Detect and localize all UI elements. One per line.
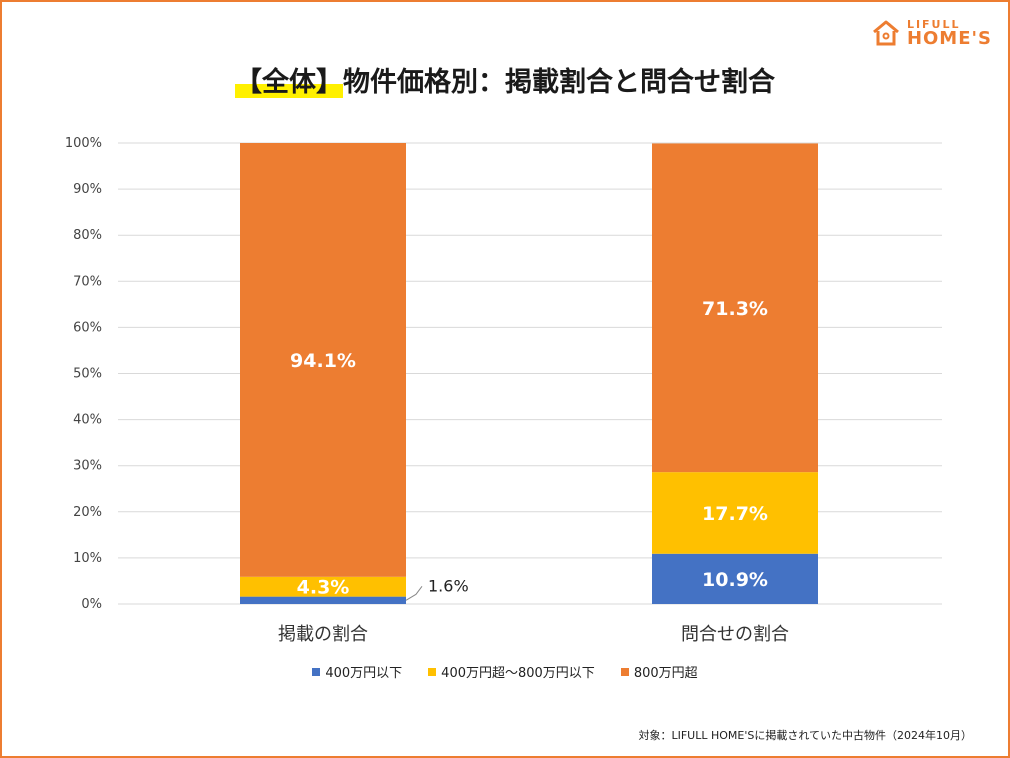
- y-tick-label: 30%: [73, 459, 102, 474]
- legend-swatch: [428, 667, 437, 676]
- logo-text-bottom: HOME'S: [906, 27, 992, 49]
- y-tick-label: 0%: [81, 597, 102, 612]
- title-text: 物件価格別：掲載割合と問合せ割合: [343, 67, 775, 98]
- legend-item: 400万円超～800万円以下: [428, 662, 595, 681]
- data-label-leader: [405, 586, 423, 601]
- y-tick-label: 40%: [73, 413, 102, 428]
- data-label: 94.1%: [290, 350, 356, 372]
- x-category-label: 掲載の割合: [278, 624, 368, 645]
- data-label: 10.9%: [702, 569, 768, 591]
- legend-item: 400万円以下: [312, 662, 402, 681]
- legend-label: 400万円超～800万円以下: [441, 666, 595, 681]
- chart-legend: 400万円以下 400万円超～800万円以下 800万円超: [0, 662, 1010, 681]
- bar-segment: [240, 143, 406, 577]
- house-icon: [872, 20, 899, 46]
- y-tick-label: 70%: [73, 274, 102, 289]
- y-tick-label: 20%: [73, 505, 102, 520]
- data-label: 17.7%: [702, 503, 768, 525]
- data-label: 1.6%: [428, 576, 469, 595]
- y-tick-label: 100%: [65, 136, 102, 151]
- title-highlight: 【全体】: [235, 67, 343, 98]
- y-tick-label: 50%: [73, 367, 102, 382]
- legend-label: 800万円超: [633, 666, 698, 681]
- legend-label: 400万円以下: [325, 666, 403, 681]
- footnote: 対象：LIFULL HOME'Sに掲載されていた中古物件（2024年10月）: [638, 729, 972, 742]
- bar-segment: [652, 472, 818, 554]
- brand-logo: LIFULL HOME'S: [871, 18, 992, 48]
- data-label: 71.3%: [702, 298, 768, 320]
- y-tick-label: 80%: [73, 228, 102, 243]
- y-tick-label: 90%: [73, 182, 102, 197]
- legend-swatch: [312, 667, 321, 676]
- logo-text-top: LIFULL: [906, 17, 961, 31]
- data-label: 4.3%: [297, 577, 350, 599]
- legend-swatch: [620, 667, 629, 676]
- y-tick-label: 60%: [73, 320, 102, 335]
- bar-segment: [240, 576, 406, 597]
- legend-item: 800万円超: [620, 662, 698, 681]
- chart-title: 【全体】物件価格別：掲載割合と問合せ割合: [0, 60, 1010, 99]
- bar-segment: [652, 553, 818, 604]
- bar-segment: [240, 596, 406, 604]
- x-category-label: 問合せの割合: [681, 624, 789, 645]
- y-tick-label: 10%: [73, 551, 102, 566]
- bar-segment: [652, 143, 818, 473]
